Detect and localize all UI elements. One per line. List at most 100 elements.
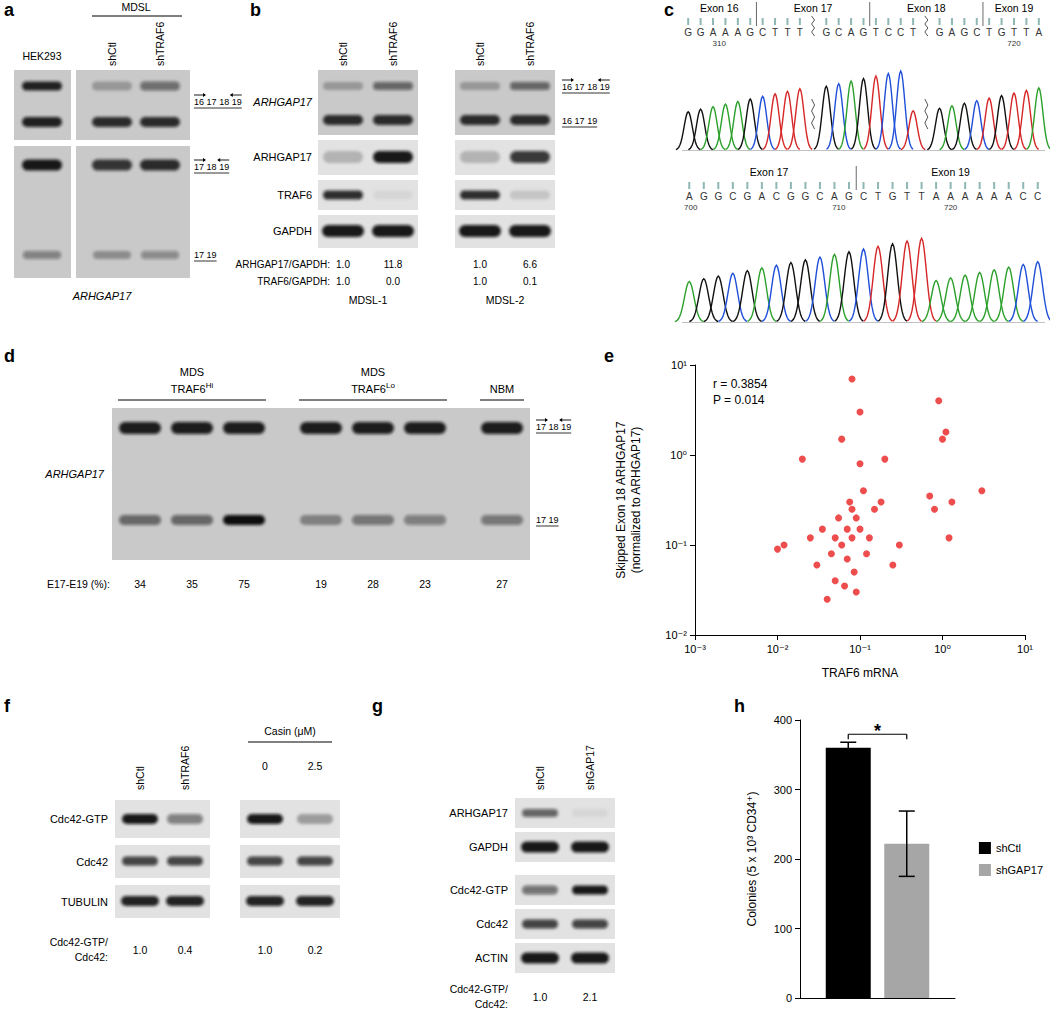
svg-text:1.0: 1.0 <box>133 944 148 956</box>
svg-text:19: 19 <box>561 422 571 432</box>
svg-text:shCtl: shCtl <box>996 842 1021 854</box>
svg-text:shTRAF6: shTRAF6 <box>387 21 399 66</box>
svg-text:27: 27 <box>496 578 508 590</box>
svg-text:C: C <box>973 27 980 38</box>
svg-text:G: G <box>697 27 705 38</box>
svg-text:T: T <box>797 27 803 38</box>
svg-text:1.0: 1.0 <box>533 991 548 1003</box>
svg-text:0: 0 <box>786 992 792 1004</box>
svg-text:c: c <box>664 0 674 20</box>
svg-text:Cdc42-GTP/: Cdc42-GTP/ <box>450 983 508 995</box>
svg-text:(normalized to ARHGAP17): (normalized to ARHGAP17) <box>629 427 643 574</box>
svg-text:T: T <box>986 27 992 38</box>
svg-text:d: d <box>4 346 15 366</box>
svg-text:Cdc42-GTP: Cdc42-GTP <box>450 884 508 896</box>
svg-text:G: G <box>743 191 751 202</box>
svg-text:G: G <box>700 191 708 202</box>
svg-text:G: G <box>860 27 868 38</box>
svg-text:shGAP17: shGAP17 <box>584 745 596 790</box>
svg-text:Casin (μM): Casin (μM) <box>264 725 316 737</box>
svg-text:C: C <box>897 27 904 38</box>
svg-text:19: 19 <box>207 250 217 260</box>
svg-text:ARHGAP17/GAPDH:: ARHGAP17/GAPDH: <box>236 259 330 270</box>
svg-text:C: C <box>816 191 823 202</box>
svg-text:A: A <box>976 191 983 202</box>
svg-text:10⁻¹: 10⁻¹ <box>665 539 687 551</box>
svg-text:35: 35 <box>186 578 198 590</box>
svg-text:10⁰: 10⁰ <box>934 643 951 655</box>
svg-text:G: G <box>845 191 853 202</box>
svg-text:18: 18 <box>219 97 229 107</box>
svg-text:6.6: 6.6 <box>523 259 537 270</box>
svg-text:16: 16 <box>562 82 572 92</box>
svg-text:TRAF6/GAPDH:: TRAF6/GAPDH: <box>257 276 330 287</box>
svg-text:0.4: 0.4 <box>178 944 193 956</box>
svg-text:GAPDH: GAPDH <box>469 841 508 853</box>
svg-text:*: * <box>874 721 881 741</box>
svg-text:17: 17 <box>536 515 546 525</box>
svg-text:A: A <box>1005 191 1012 202</box>
svg-text:a: a <box>4 0 15 20</box>
svg-text:b: b <box>250 0 261 20</box>
svg-text:310: 310 <box>713 39 727 48</box>
svg-text:Exon 19: Exon 19 <box>931 166 970 178</box>
svg-text:ARHGAP17: ARHGAP17 <box>252 96 313 108</box>
svg-text:C: C <box>773 191 780 202</box>
svg-text:TRAF6: TRAF6 <box>277 189 312 201</box>
svg-text:TRAF6 mRNA: TRAF6 mRNA <box>822 666 899 680</box>
svg-text:ARHGAP17: ARHGAP17 <box>449 807 508 819</box>
svg-text:MDSL-1: MDSL-1 <box>349 294 388 306</box>
svg-text:shCtl: shCtl <box>134 766 146 790</box>
svg-text:A: A <box>933 191 940 202</box>
svg-text:Cdc42: Cdc42 <box>76 856 108 868</box>
svg-text:1.0: 1.0 <box>473 259 487 270</box>
svg-text:Cdc42-GTP: Cdc42-GTP <box>50 813 108 825</box>
svg-text:700: 700 <box>684 203 698 212</box>
svg-text:Cdc42:: Cdc42: <box>475 998 508 1010</box>
svg-text:shTRAF6: shTRAF6 <box>154 21 166 66</box>
svg-text:Cdc42:: Cdc42: <box>75 951 108 963</box>
svg-text:T: T <box>904 191 910 202</box>
svg-text:A: A <box>759 191 766 202</box>
svg-text:P = 0.014: P = 0.014 <box>713 393 765 407</box>
svg-text:shCtl: shCtl <box>337 42 349 66</box>
svg-text:300: 300 <box>774 784 792 796</box>
svg-text:A: A <box>1035 27 1042 38</box>
svg-text:r = 0.3854: r = 0.3854 <box>713 377 768 391</box>
svg-text:1.0: 1.0 <box>336 259 350 270</box>
svg-text:h: h <box>734 696 745 716</box>
svg-text:75: 75 <box>238 578 250 590</box>
svg-text:17: 17 <box>575 116 585 126</box>
svg-text:Colonies (5 x 10³ CD34⁺): Colonies (5 x 10³ CD34⁺) <box>745 791 759 926</box>
svg-text:Exon 17: Exon 17 <box>794 2 833 14</box>
svg-text:f: f <box>4 696 11 716</box>
svg-text:g: g <box>372 696 383 716</box>
svg-text:19: 19 <box>587 116 597 126</box>
svg-text:1.0: 1.0 <box>258 944 273 956</box>
svg-text:17: 17 <box>194 250 204 260</box>
svg-text:MDSL: MDSL <box>121 1 150 13</box>
svg-text:Exon 18: Exon 18 <box>907 2 946 14</box>
svg-text:T: T <box>910 27 916 38</box>
svg-text:Cdc42-GTP/: Cdc42-GTP/ <box>50 936 108 948</box>
svg-text:17: 17 <box>194 162 204 172</box>
svg-text:11.8: 11.8 <box>384 259 403 270</box>
svg-text:A: A <box>962 191 969 202</box>
svg-text:10⁻¹: 10⁻¹ <box>849 643 871 655</box>
svg-text:A: A <box>991 191 998 202</box>
svg-text:200: 200 <box>774 853 792 865</box>
svg-text:400: 400 <box>774 714 792 726</box>
svg-text:G: G <box>822 27 830 38</box>
svg-text:18: 18 <box>549 422 559 432</box>
svg-text:19: 19 <box>600 82 610 92</box>
svg-text:TUBULIN: TUBULIN <box>61 896 108 908</box>
svg-text:A: A <box>831 191 838 202</box>
svg-text:0.2: 0.2 <box>308 944 323 956</box>
svg-text:C: C <box>835 27 842 38</box>
svg-text:10⁰: 10⁰ <box>670 449 687 461</box>
svg-text:710: 710 <box>832 203 846 212</box>
svg-text:10⁻³: 10⁻³ <box>684 643 706 655</box>
svg-text:1.0: 1.0 <box>336 276 350 287</box>
svg-text:720: 720 <box>1007 39 1021 48</box>
svg-text:T: T <box>1023 27 1029 38</box>
